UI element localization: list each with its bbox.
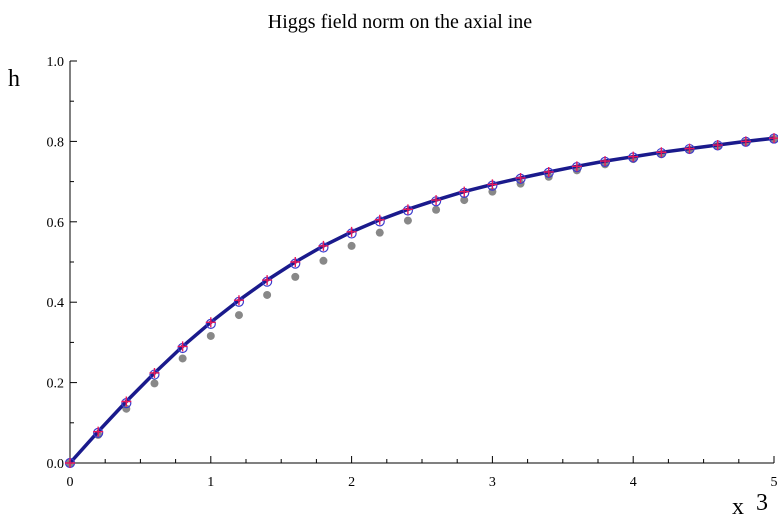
y-tick-label: 0.0 [47, 457, 65, 472]
plus-data-point [600, 156, 611, 167]
gray-dot-series [66, 134, 778, 467]
plus-data-point [121, 396, 132, 407]
gray-data-point [234, 311, 243, 320]
y-tick-label: 1.0 [47, 55, 65, 70]
plus-data-point [712, 140, 723, 151]
gray-data-point [375, 228, 384, 237]
plus-data-point [487, 179, 498, 190]
plus-data-point [740, 136, 751, 147]
gray-data-point [291, 272, 300, 281]
gray-data-point [206, 331, 215, 340]
gray-data-point [403, 216, 412, 225]
gray-data-point [319, 256, 328, 265]
x-tick-label: 5 [771, 475, 778, 490]
plus-marker-series [65, 133, 778, 468]
plus-data-point [571, 161, 582, 172]
plus-data-point [233, 295, 244, 306]
x-tick-label: 4 [630, 475, 637, 490]
plus-data-point [290, 257, 301, 267]
plus-data-point [543, 166, 554, 177]
plus-data-point [628, 151, 639, 162]
plus-data-point [346, 226, 357, 237]
series-curve-line [68, 136, 775, 465]
x-tick-label: 1 [207, 475, 214, 490]
plus-data-point [769, 133, 778, 144]
x-tick-label: 0 [67, 475, 74, 490]
x-axis-label: x [732, 494, 744, 516]
gray-data-point [432, 205, 441, 214]
plus-data-point [656, 147, 667, 158]
chart-title: Higgs field norm on the axial ine [268, 11, 533, 33]
plus-data-point [402, 204, 413, 215]
axis-ticks: 0 1 2 3 4 5 0.0 0.2 0.4 0.6 0.8 1.0 [47, 55, 778, 490]
plus-data-point [431, 195, 442, 206]
gray-data-point [178, 354, 187, 363]
plus-data-point [374, 214, 385, 225]
y-tick-label: 0.2 [47, 377, 65, 392]
plus-data-point [684, 143, 695, 154]
plus-data-point [262, 275, 273, 286]
plus-data-point [93, 426, 104, 437]
circle-marker-series [64, 133, 778, 469]
plus-data-point [65, 458, 75, 468]
plus-data-point [205, 317, 216, 328]
y-tick-label: 0.4 [47, 296, 65, 311]
y-axis-label: h [8, 66, 20, 92]
gray-data-point [347, 241, 356, 250]
curve-series [68, 136, 775, 465]
x-tick-label: 3 [489, 475, 496, 490]
x-axis-label-extra: 3 [756, 490, 768, 516]
gray-data-point [150, 379, 159, 388]
plus-data-point [318, 240, 329, 251]
plus-data-point [515, 172, 526, 183]
y-tick-label: 0.8 [47, 135, 65, 150]
y-tick-label: 0.6 [47, 216, 65, 231]
axes [69, 61, 774, 464]
gray-data-point [263, 290, 272, 299]
plus-data-point [177, 341, 188, 352]
gray-data-point [460, 196, 469, 205]
plus-data-point [459, 186, 470, 197]
x-tick-label: 2 [348, 475, 355, 490]
plus-data-point [149, 367, 160, 378]
